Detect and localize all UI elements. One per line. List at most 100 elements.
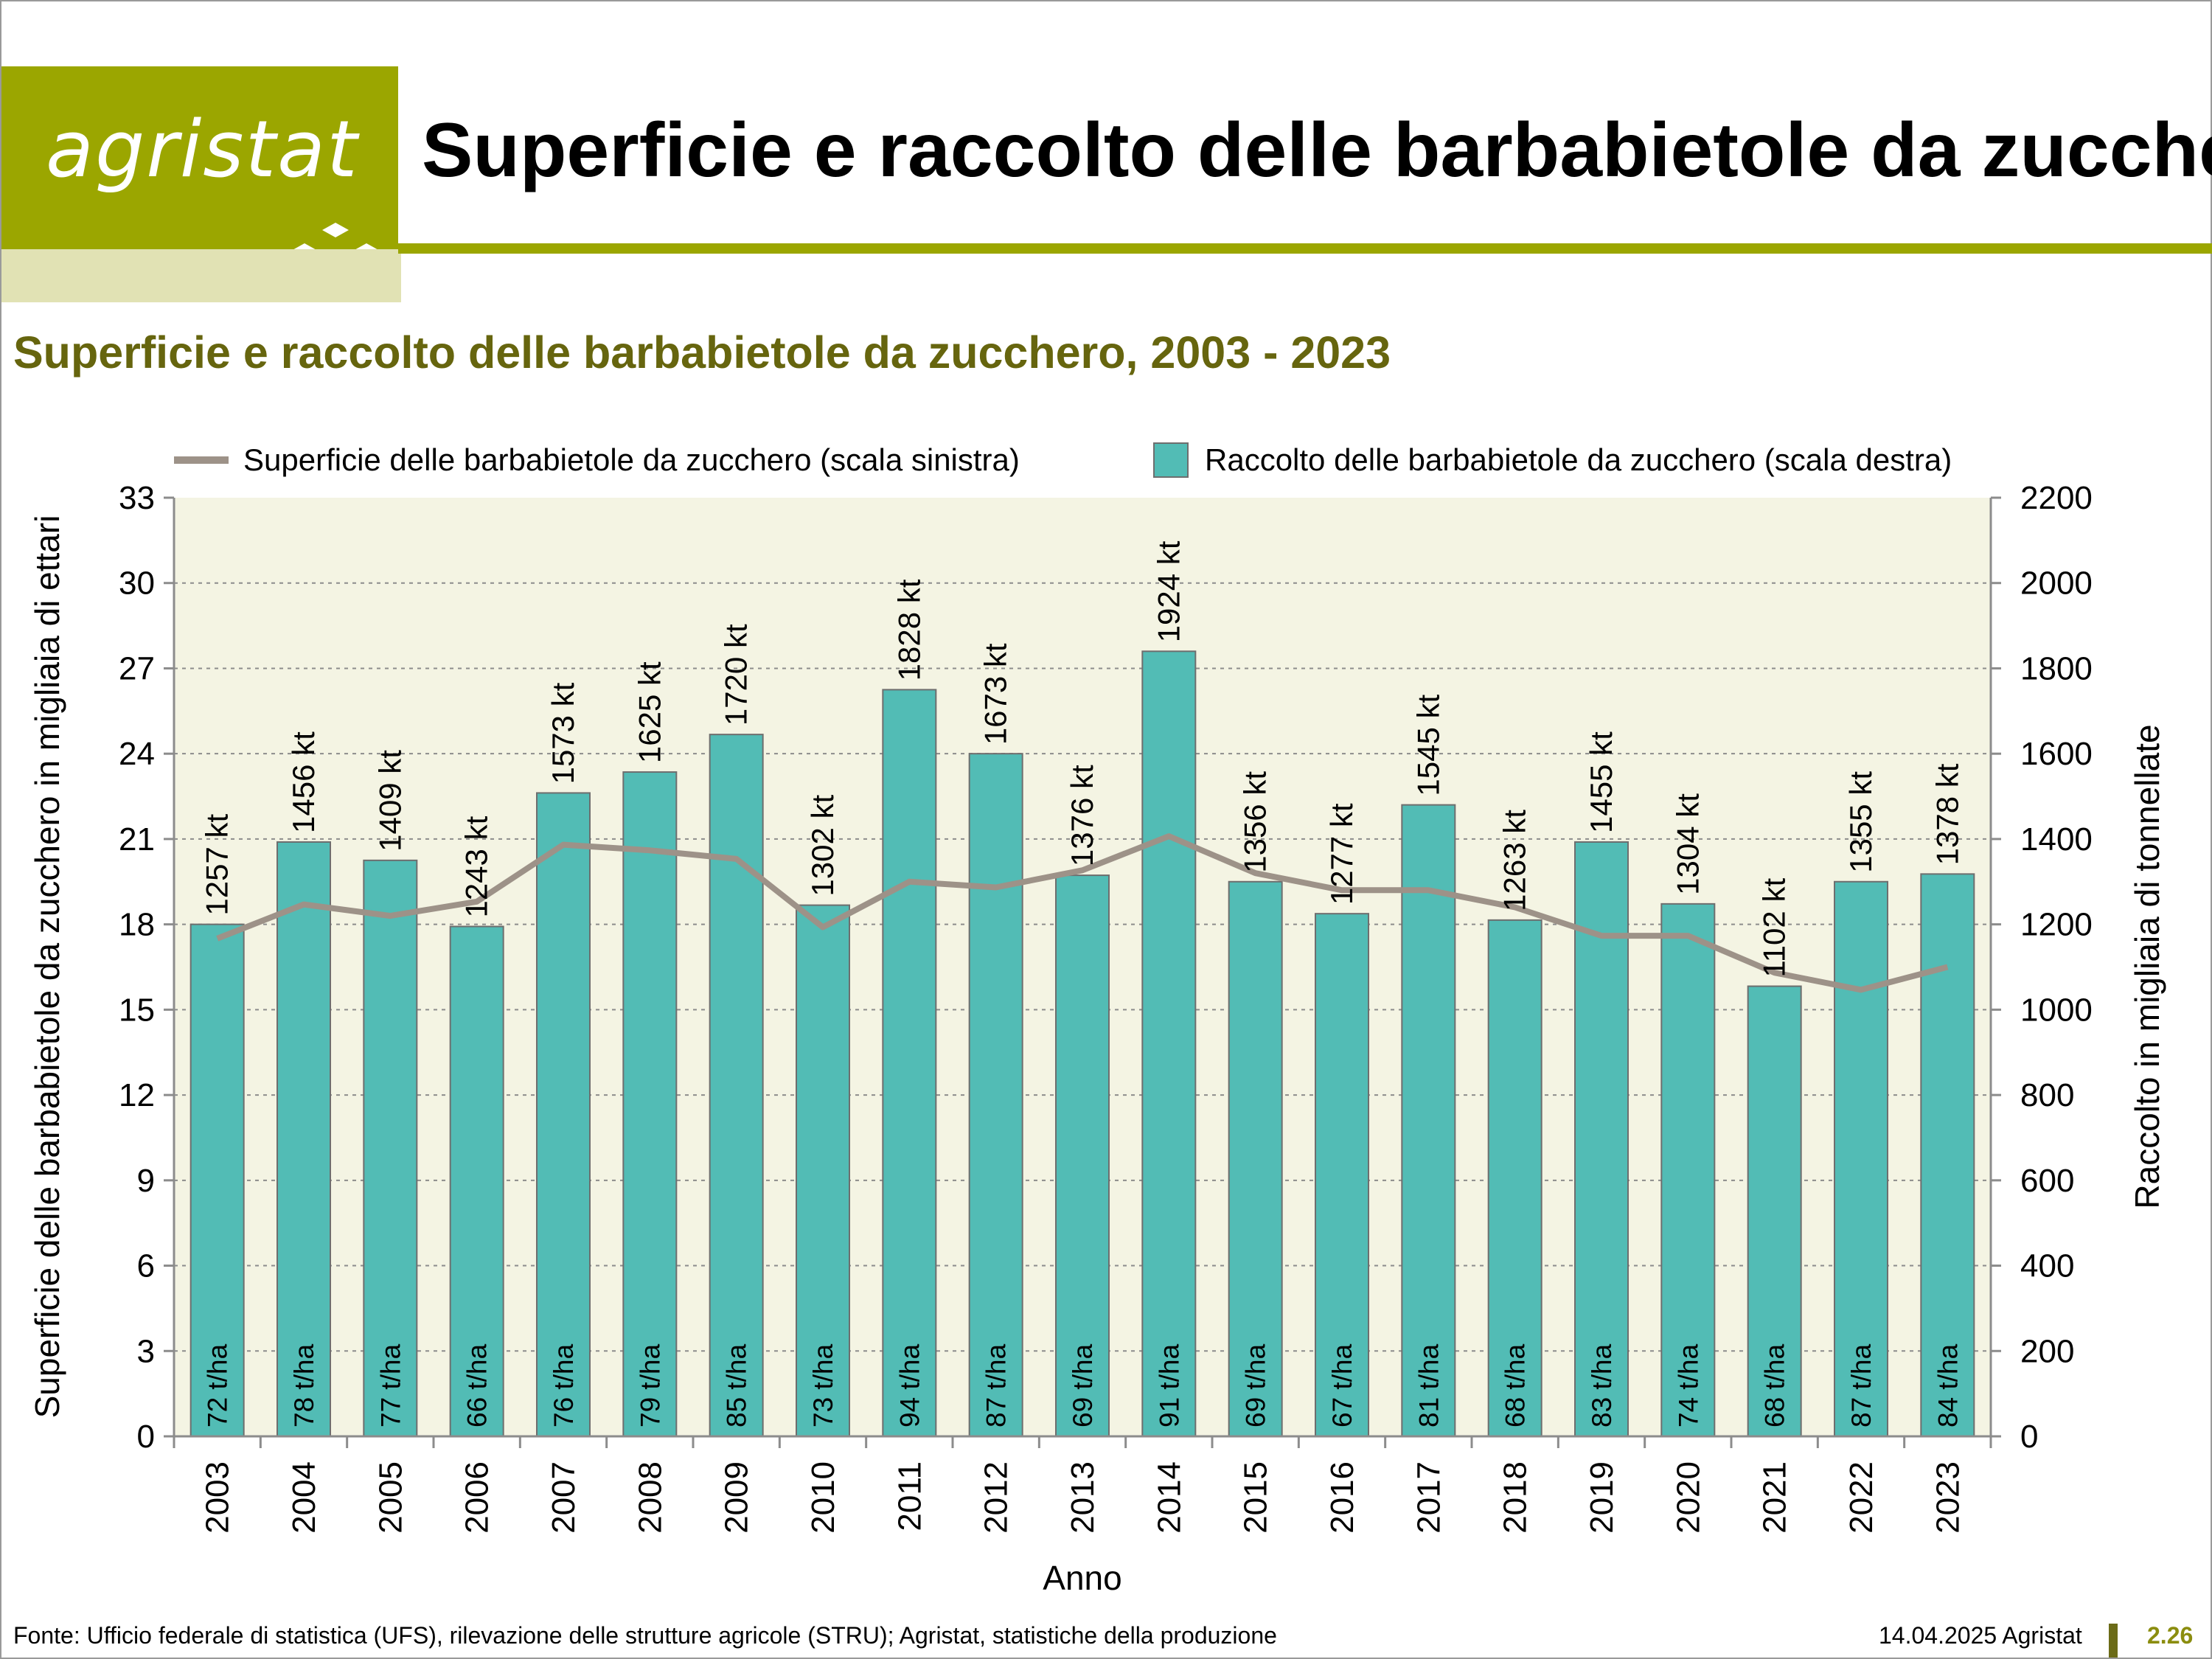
bar bbox=[536, 792, 591, 1437]
x-tick-label: 2011 bbox=[891, 1461, 928, 1531]
x-tick-label: 2004 bbox=[286, 1461, 322, 1534]
y-tick-label: 6 bbox=[137, 1248, 155, 1284]
bar-yield-label: 78 t/ha bbox=[289, 1343, 319, 1427]
bar bbox=[363, 859, 418, 1438]
bar-yield-label: 81 t/ha bbox=[1413, 1343, 1444, 1427]
x-tick-label: 2016 bbox=[1324, 1461, 1360, 1534]
bar-yield-label: 87 t/ha bbox=[981, 1343, 1012, 1427]
bar bbox=[449, 925, 504, 1437]
bar-yield-label: 94 t/ha bbox=[894, 1343, 925, 1427]
y2-tick-label: 200 bbox=[2020, 1333, 2074, 1369]
bar bbox=[709, 734, 764, 1437]
y2-tick-label: 1400 bbox=[2020, 821, 2093, 858]
bar bbox=[796, 904, 850, 1438]
bar-yield-label: 84 t/ha bbox=[1933, 1343, 1963, 1427]
legend-bar-swatch bbox=[1153, 442, 1189, 478]
x-tick-label: 2012 bbox=[978, 1461, 1015, 1534]
y2-tick-label: 2000 bbox=[2020, 566, 2093, 602]
x-tick-label: 2008 bbox=[632, 1461, 668, 1534]
x-tick-label: 2013 bbox=[1065, 1461, 1101, 1534]
bar-yield-label: 73 t/ha bbox=[808, 1343, 838, 1427]
bar bbox=[1747, 985, 1802, 1438]
bar bbox=[1660, 902, 1716, 1437]
y-tick-label: 18 bbox=[119, 907, 155, 943]
x-tick-label: 2005 bbox=[372, 1461, 408, 1534]
bar bbox=[1574, 841, 1629, 1438]
y2-tick-label: 1200 bbox=[2020, 907, 2093, 943]
y2-tick-label: 1000 bbox=[2020, 992, 2093, 1028]
bar bbox=[189, 923, 245, 1437]
y2-tick-label: 0 bbox=[2020, 1419, 2038, 1455]
bar-yield-label: 69 t/ha bbox=[1068, 1343, 1098, 1427]
x-tick-label: 2022 bbox=[1843, 1461, 1879, 1534]
bar-value-label: 1720 kt bbox=[719, 624, 754, 726]
y2-tick-label: 1600 bbox=[2020, 736, 2093, 772]
bar bbox=[1401, 804, 1456, 1437]
y-tick-label: 12 bbox=[119, 1077, 155, 1113]
y-tick-label: 21 bbox=[119, 821, 155, 858]
bar-yield-label: 85 t/ha bbox=[722, 1343, 752, 1427]
y-tick-label: 24 bbox=[119, 736, 155, 772]
y-tick-label: 3 bbox=[137, 1333, 155, 1369]
page-number: 2.26 bbox=[2147, 1622, 2194, 1649]
y-tick-label: 0 bbox=[137, 1419, 155, 1455]
bar-yield-label: 76 t/ha bbox=[549, 1343, 579, 1427]
bar-yield-label: 83 t/ha bbox=[1587, 1343, 1617, 1427]
legend-item-line: Superficie delle barbabietole da zuccher… bbox=[174, 439, 1020, 481]
bar-yield-label: 77 t/ha bbox=[375, 1343, 406, 1427]
y-axis-title: Superficie delle barbabietole da zuccher… bbox=[28, 515, 66, 1419]
bar-value-label: 1376 kt bbox=[1065, 765, 1099, 866]
y-tick-label: 27 bbox=[119, 650, 155, 686]
bar-value-label: 1828 kt bbox=[891, 579, 926, 681]
x-tick-label: 2020 bbox=[1670, 1461, 1706, 1534]
area-line bbox=[216, 833, 1949, 993]
bar-value-label: 1356 kt bbox=[1238, 771, 1273, 873]
x-tick-label: 2006 bbox=[459, 1461, 495, 1534]
x-tick-label: 2023 bbox=[1930, 1461, 1966, 1534]
y2-tick-label: 2200 bbox=[2020, 480, 2093, 516]
bar-value-label: 1355 kt bbox=[1843, 771, 1878, 873]
x-tick-label: 2003 bbox=[200, 1461, 236, 1534]
x-tick-label: 2015 bbox=[1238, 1461, 1274, 1534]
bar-value-label: 1573 kt bbox=[546, 682, 580, 784]
bar-value-label: 1263 kt bbox=[1498, 810, 1532, 911]
bar bbox=[622, 771, 678, 1438]
bar bbox=[1141, 650, 1197, 1437]
bar-yield-label: 87 t/ha bbox=[1846, 1343, 1877, 1427]
x-axis-title: Anno bbox=[1043, 1559, 1121, 1597]
y-tick-label: 30 bbox=[119, 566, 155, 602]
bar-value-label: 1102 kt bbox=[1757, 878, 1792, 978]
bar-value-label: 1277 kt bbox=[1324, 803, 1359, 905]
bar bbox=[1228, 880, 1283, 1437]
chart-title: Superficie e raccolto delle barbabietole… bbox=[13, 327, 1391, 378]
header-rule bbox=[398, 243, 2212, 254]
y2-tick-label: 400 bbox=[2020, 1248, 2074, 1284]
bar-yield-label: 67 t/ha bbox=[1327, 1343, 1357, 1427]
bar-value-label: 1456 kt bbox=[286, 731, 321, 833]
bar-yield-label: 79 t/ha bbox=[635, 1343, 665, 1427]
bar bbox=[1055, 874, 1110, 1437]
bar-yield-label: 72 t/ha bbox=[203, 1343, 233, 1427]
logo-text: agristat bbox=[46, 104, 359, 195]
bar bbox=[968, 753, 1023, 1437]
bar-value-label: 1257 kt bbox=[200, 814, 234, 916]
y-tick-label: 9 bbox=[137, 1163, 155, 1199]
legend-item-bar: Raccolto delle barbabietole da zucchero … bbox=[1153, 439, 1952, 481]
bar bbox=[882, 689, 937, 1437]
bar-yield-label: 66 t/ha bbox=[462, 1343, 493, 1427]
bar-yield-label: 91 t/ha bbox=[1154, 1343, 1184, 1427]
x-tick-label: 2018 bbox=[1498, 1461, 1534, 1534]
bar-value-label: 1302 kt bbox=[805, 794, 840, 896]
bar bbox=[276, 841, 331, 1438]
bar-value-label: 1304 kt bbox=[1670, 793, 1705, 895]
legend-label-harvest: Raccolto delle barbabietole da zucchero … bbox=[1205, 442, 1952, 477]
bar-yield-label: 69 t/ha bbox=[1241, 1343, 1271, 1427]
bar-value-label: 1924 kt bbox=[1151, 540, 1186, 642]
y2-tick-label: 800 bbox=[2020, 1077, 2074, 1113]
x-tick-label: 2019 bbox=[1584, 1461, 1620, 1534]
page-title: Superficie e raccolto delle barbabietole… bbox=[422, 108, 2212, 193]
bar-yield-label: 74 t/ha bbox=[1673, 1343, 1703, 1427]
legend-line-marker bbox=[174, 456, 229, 464]
